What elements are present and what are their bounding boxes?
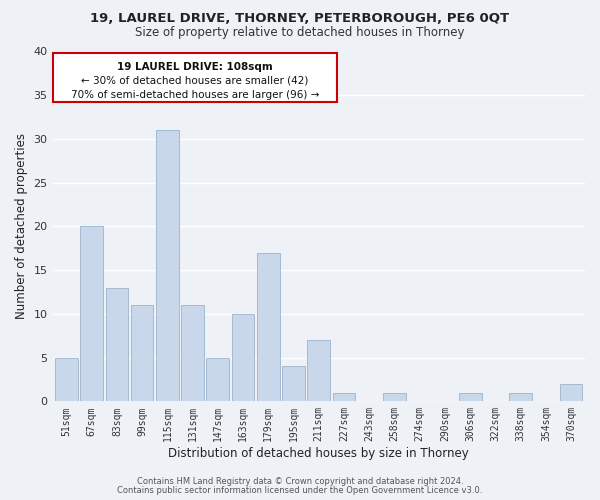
Text: Contains public sector information licensed under the Open Government Licence v3: Contains public sector information licen…: [118, 486, 482, 495]
Bar: [282, 366, 305, 402]
Bar: [131, 305, 154, 402]
Bar: [509, 392, 532, 402]
Text: ← 30% of detached houses are smaller (42): ← 30% of detached houses are smaller (42…: [81, 76, 308, 86]
Text: 19 LAUREL DRIVE: 108sqm: 19 LAUREL DRIVE: 108sqm: [117, 62, 273, 72]
Bar: [181, 305, 204, 402]
Bar: [307, 340, 330, 402]
Bar: [332, 392, 355, 402]
Text: Contains HM Land Registry data © Crown copyright and database right 2024.: Contains HM Land Registry data © Crown c…: [137, 477, 463, 486]
Bar: [106, 288, 128, 402]
Bar: [232, 314, 254, 402]
Text: Size of property relative to detached houses in Thorney: Size of property relative to detached ho…: [135, 26, 465, 39]
Bar: [206, 358, 229, 402]
Bar: [257, 252, 280, 402]
Bar: [459, 392, 482, 402]
X-axis label: Distribution of detached houses by size in Thorney: Distribution of detached houses by size …: [169, 447, 469, 460]
Bar: [80, 226, 103, 402]
Text: 19, LAUREL DRIVE, THORNEY, PETERBOROUGH, PE6 0QT: 19, LAUREL DRIVE, THORNEY, PETERBOROUGH,…: [91, 12, 509, 26]
Text: 70% of semi-detached houses are larger (96) →: 70% of semi-detached houses are larger (…: [71, 90, 319, 100]
Bar: [156, 130, 179, 402]
FancyBboxPatch shape: [53, 53, 337, 102]
Bar: [55, 358, 78, 402]
Bar: [383, 392, 406, 402]
Y-axis label: Number of detached properties: Number of detached properties: [15, 134, 28, 320]
Bar: [560, 384, 583, 402]
